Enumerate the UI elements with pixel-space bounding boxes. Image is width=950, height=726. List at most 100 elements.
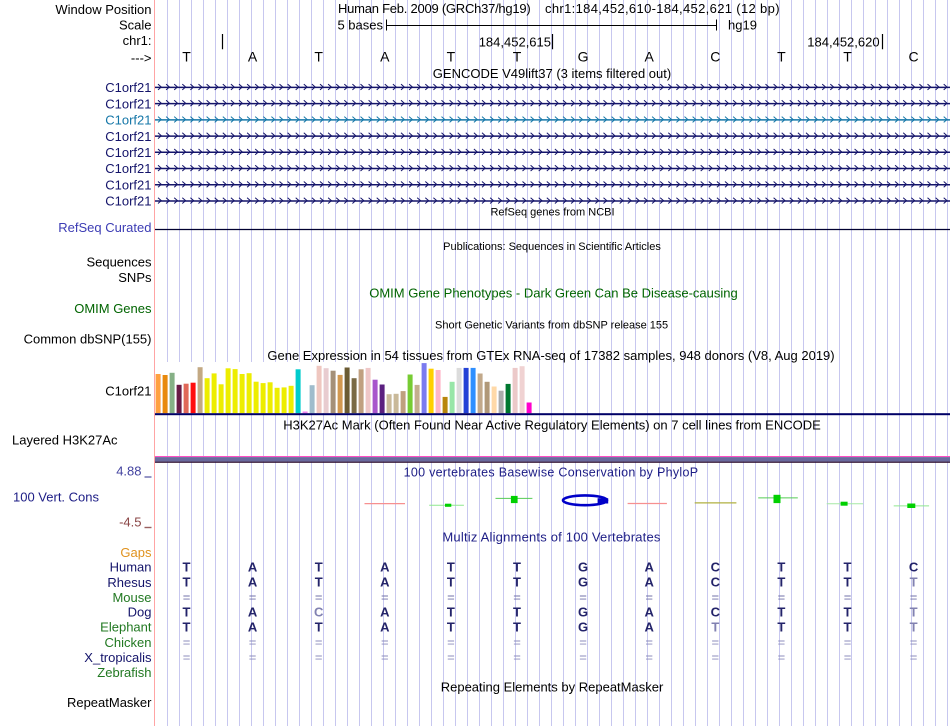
- svg-text:chr1:: chr1:: [123, 33, 152, 48]
- svg-text:Gene Expression in 54 tissues: Gene Expression in 54 tissues from GTEx …: [267, 348, 834, 363]
- svg-text:=: =: [315, 650, 323, 665]
- svg-text:T: T: [447, 560, 455, 575]
- svg-text:=: =: [513, 635, 521, 650]
- svg-text:T: T: [777, 605, 785, 620]
- svg-text:--->: --->: [131, 50, 152, 65]
- svg-text:C: C: [711, 575, 721, 590]
- svg-text:C1orf21: C1orf21: [105, 96, 151, 111]
- svg-text:GENCODE V49lift37 (3 items fil: GENCODE V49lift37 (3 items filtered out): [433, 66, 671, 81]
- svg-text:A: A: [248, 575, 258, 590]
- svg-text:=: =: [315, 635, 323, 650]
- svg-text:A: A: [380, 560, 390, 575]
- svg-text:=: =: [381, 650, 389, 665]
- svg-text:T: T: [910, 575, 918, 590]
- svg-text:A: A: [645, 48, 655, 64]
- svg-text:C: C: [710, 48, 720, 64]
- svg-text:=: =: [910, 590, 918, 605]
- svg-text:C: C: [711, 605, 721, 620]
- svg-text:100 vertebrates Basewise Conse: 100 vertebrates Basewise Conservation by…: [404, 465, 699, 479]
- svg-text:C1orf21: C1orf21: [105, 384, 151, 399]
- svg-text:=: =: [579, 635, 587, 650]
- svg-text:A: A: [380, 48, 390, 64]
- svg-text:=: =: [844, 635, 852, 650]
- svg-text:Human Feb. 2009 (GRCh37/hg19): Human Feb. 2009 (GRCh37/hg19): [338, 1, 530, 16]
- svg-text:chr1:184,452,610-184,452,621 (: chr1:184,452,610-184,452,621 (12 bp): [545, 1, 780, 16]
- svg-text:T: T: [910, 605, 918, 620]
- svg-text:RefSeq genes from NCBI: RefSeq genes from NCBI: [490, 207, 614, 219]
- svg-text:T: T: [315, 560, 323, 575]
- svg-text:=: =: [183, 650, 191, 665]
- svg-text:=: =: [712, 650, 720, 665]
- svg-text:T: T: [777, 560, 785, 575]
- svg-text:T: T: [844, 575, 852, 590]
- svg-text:T: T: [447, 605, 455, 620]
- svg-text:=: =: [183, 635, 191, 650]
- svg-text:=: =: [778, 635, 786, 650]
- svg-text:=: =: [183, 590, 191, 605]
- svg-text:T: T: [447, 575, 455, 590]
- svg-text:A: A: [380, 619, 390, 634]
- svg-text:C: C: [909, 48, 919, 64]
- svg-text:=: =: [645, 590, 653, 605]
- svg-text:A: A: [645, 619, 655, 634]
- svg-text:Gaps: Gaps: [120, 545, 152, 560]
- svg-text:=: =: [645, 650, 653, 665]
- svg-text:Elephant: Elephant: [100, 620, 152, 635]
- svg-text:Multiz Alignments of 100 Verte: Multiz Alignments of 100 Vertebrates: [442, 529, 661, 544]
- svg-text:C1orf21: C1orf21: [105, 145, 151, 160]
- svg-text:C1orf21: C1orf21: [105, 178, 151, 193]
- svg-text:T: T: [513, 48, 522, 64]
- svg-text:184,452,615: 184,452,615: [479, 35, 551, 50]
- svg-text:T: T: [315, 575, 323, 590]
- svg-text:hg19: hg19: [728, 18, 757, 33]
- svg-text:-4.5: -4.5: [119, 514, 141, 529]
- svg-text:=: =: [381, 635, 389, 650]
- svg-text:C1orf21: C1orf21: [105, 161, 151, 176]
- svg-text:=: =: [513, 590, 521, 605]
- svg-text:Sequences: Sequences: [86, 255, 152, 270]
- svg-text:=: =: [513, 650, 521, 665]
- svg-text:T: T: [844, 605, 852, 620]
- svg-text:T: T: [513, 560, 521, 575]
- svg-text:T: T: [314, 48, 323, 64]
- svg-text:Scale: Scale: [119, 17, 152, 32]
- svg-text:Publications: Sequences in Sci: Publications: Sequences in Scientific Ar…: [443, 241, 661, 253]
- svg-text:=: =: [315, 590, 323, 605]
- svg-text:RefSeq Curated: RefSeq Curated: [58, 220, 151, 235]
- svg-text:A: A: [248, 605, 258, 620]
- svg-text:G: G: [578, 575, 588, 590]
- svg-text:=: =: [249, 590, 257, 605]
- svg-text:T: T: [910, 619, 918, 634]
- svg-text:184,452,620: 184,452,620: [807, 35, 879, 50]
- svg-text:Repeating Elements by RepeatMa: Repeating Elements by RepeatMasker: [441, 680, 664, 695]
- svg-text:C: C: [314, 605, 324, 620]
- svg-text:Mouse: Mouse: [112, 590, 151, 605]
- svg-text:=: =: [579, 650, 587, 665]
- svg-text:T: T: [844, 619, 852, 634]
- svg-text:Chicken: Chicken: [105, 635, 152, 650]
- svg-text:T: T: [183, 575, 191, 590]
- svg-text:G: G: [578, 619, 588, 634]
- svg-text:=: =: [910, 650, 918, 665]
- svg-text:T: T: [183, 619, 191, 634]
- svg-text:Zebrafish: Zebrafish: [97, 665, 151, 680]
- svg-text:T: T: [777, 575, 785, 590]
- svg-text:X_tropicalis: X_tropicalis: [84, 650, 152, 665]
- svg-text:C: C: [909, 560, 919, 575]
- svg-text:A: A: [380, 605, 390, 620]
- svg-text:Common dbSNP(155): Common dbSNP(155): [24, 332, 152, 347]
- svg-text:T: T: [183, 605, 191, 620]
- svg-text:Short Genetic Variants from db: Short Genetic Variants from dbSNP releas…: [435, 320, 668, 332]
- svg-text:=: =: [645, 635, 653, 650]
- svg-text:=: =: [447, 635, 455, 650]
- svg-text:T: T: [777, 619, 785, 634]
- svg-text:=: =: [447, 650, 455, 665]
- svg-text:T: T: [711, 619, 719, 634]
- svg-text:A: A: [248, 48, 258, 64]
- svg-text:=: =: [712, 635, 720, 650]
- svg-text:4.88: 4.88: [116, 464, 141, 479]
- svg-text:=: =: [249, 650, 257, 665]
- svg-text:T: T: [315, 619, 323, 634]
- svg-text:T: T: [513, 619, 521, 634]
- svg-text:=: =: [778, 590, 786, 605]
